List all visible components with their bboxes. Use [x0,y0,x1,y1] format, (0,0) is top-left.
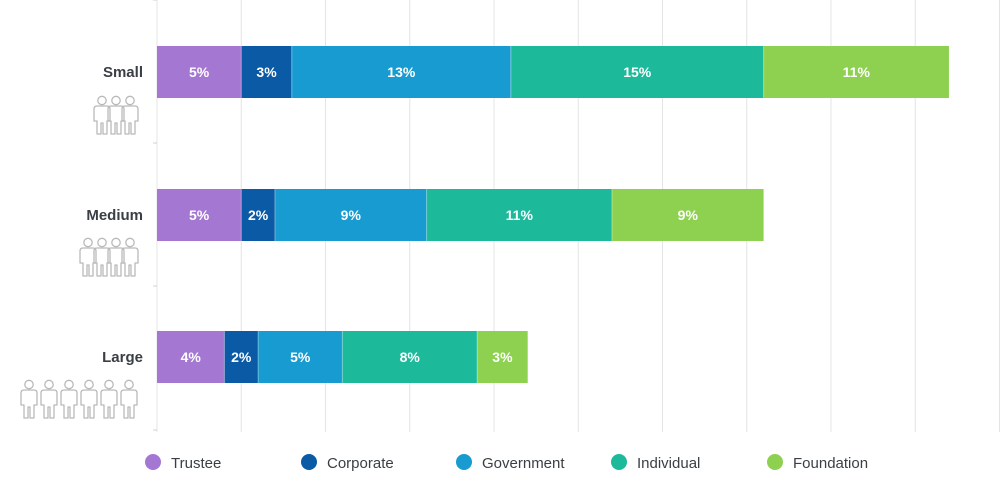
bar-medium-corporate [241,189,275,241]
legend-marker-individual [611,454,627,470]
bar-medium-individual [426,189,612,241]
category-labels: Small Medium Large [86,64,143,366]
y-axis [153,0,158,432]
bar-large-trustee [157,331,225,383]
data-label-medium-individual: 11% [506,207,534,223]
legend-label-foundation: Foundation [793,455,868,472]
data-label-small-corporate: 3% [256,64,277,80]
data-label-large-trustee: 4% [181,349,202,365]
person-icon [100,379,118,419]
legend-marker-corporate [301,454,317,470]
bar-medium-foundation [611,189,764,241]
data-label-small-individual: 15% [623,64,652,80]
data-label-small-foundation: 11% [843,64,871,80]
data-label-medium-foundation: 9% [678,207,699,223]
person-icon [80,379,98,419]
bar-medium-trustee [157,189,242,241]
data-label-small-government: 13% [387,64,416,80]
data-label-medium-trustee: 5% [189,207,210,223]
category-icons [20,95,139,419]
legend-marker-government [456,454,472,470]
person-icon [40,379,58,419]
bar-large-individual [342,331,478,383]
bars: 5% 3% 13% 15% 11% 5% 2% 9% 11% 9% 4% 2% 5% 8% 3% [157,46,949,383]
bar-large-government [258,331,343,383]
bar-small-trustee [157,46,242,98]
people-group-icon [20,379,138,419]
category-label-large: Large [102,349,143,366]
legend-marker-foundation [767,454,783,470]
category-label-small: Small [103,64,143,81]
bar-medium-government [274,189,427,241]
category-label-medium: Medium [86,207,143,224]
data-label-medium-corporate: 2% [248,207,269,223]
bar-small-foundation [763,46,949,98]
legend-label-corporate: Corporate [327,455,394,472]
legend: Trustee Corporate Government Individual Foun… [145,454,868,472]
person-icon [20,379,38,419]
legend-label-individual: Individual [637,455,700,472]
legend-label-trustee: Trustee [171,455,221,472]
data-label-small-trustee: 5% [189,64,210,80]
bar-small-corporate [241,46,292,98]
data-label-medium-government: 9% [341,207,362,223]
person-icon [121,95,139,135]
data-label-large-foundation: 3% [492,349,513,365]
bar-small-government [291,46,511,98]
person-icon [121,237,139,277]
people-group-icon [79,237,139,277]
bar-small-individual [510,46,764,98]
legend-label-government: Government [482,455,565,472]
person-icon [120,379,138,419]
bar-large-corporate [224,331,259,383]
data-label-large-corporate: 2% [231,349,252,365]
people-group-icon [93,95,139,135]
data-label-large-individual: 8% [400,349,421,365]
bar-large-foundation [477,331,528,383]
legend-marker-trustee [145,454,161,470]
person-icon [60,379,78,419]
data-label-large-government: 5% [290,349,311,365]
